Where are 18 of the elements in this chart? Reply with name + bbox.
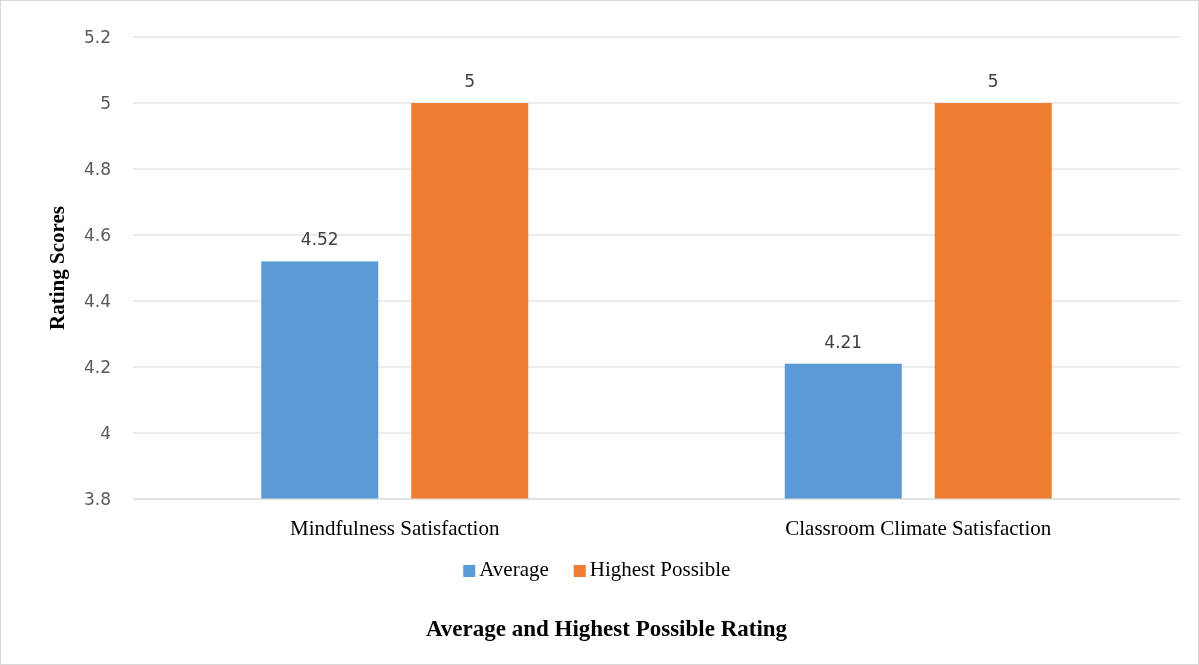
x-tick-label: Mindfulness Satisfaction [290,516,500,540]
y-tick-label: 4 [100,422,111,443]
data-label: 4.52 [300,229,339,250]
data-label: 4.21 [824,331,863,352]
y-tick-label: 5 [100,92,111,113]
text: Average and Highest Possible Rating [425,616,788,641]
x-tick-label: Classroom Climate Satisfaction [785,516,1052,540]
data-label: 5 [987,71,999,91]
y-tick-label: 4.4 [83,290,111,311]
legend-label: Average [479,557,549,581]
y-tick-label: 4.2 [83,356,111,377]
y-tick-label: 4.8 [83,158,111,179]
data-label: 5 [464,71,476,91]
y-axis-title: Rating Scores [45,206,69,330]
y-tick-label: 4.6 [83,224,111,245]
y-tick-label: 5.2 [83,26,111,47]
legend-label: Highest Possible [589,557,731,581]
y-tick-label: 3.8 [83,488,111,509]
